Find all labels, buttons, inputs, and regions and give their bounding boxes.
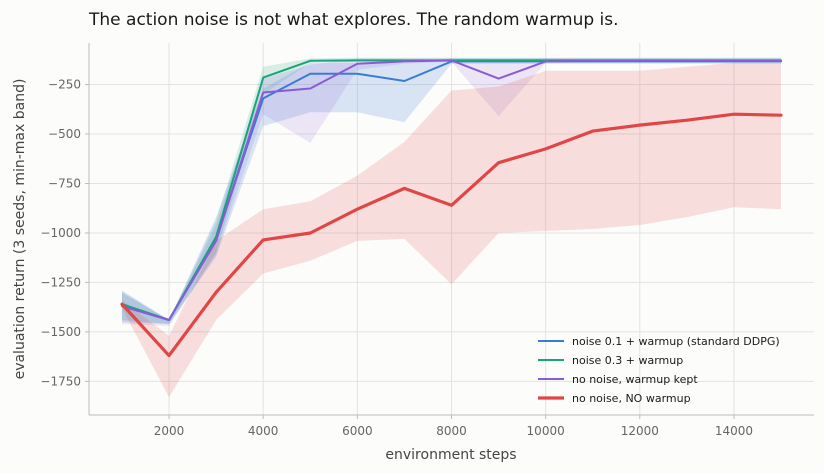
y-tick-label: −1000	[40, 226, 81, 240]
x-tick-label: 14000	[715, 424, 753, 438]
x-axis-label: environment steps	[385, 447, 516, 463]
tick-labels: 2000 4000 6000 8000 10000 12000 14000 −250 −500 −…	[40, 78, 753, 438]
line-series-3	[120, 112, 783, 358]
grid	[89, 43, 814, 415]
legend-label: no noise, warmup kept	[572, 373, 698, 386]
y-tick-label: −1250	[40, 275, 81, 289]
y-tick-label: −500	[48, 127, 81, 141]
legend-label: noise 0.3 + warmup	[572, 354, 683, 367]
line-series-2	[121, 59, 782, 321]
bands	[122, 57, 781, 398]
band-series-3	[122, 62, 781, 398]
series-lines	[120, 59, 783, 358]
y-tick-label: −1500	[40, 325, 81, 339]
y-tick-label: −250	[48, 78, 81, 92]
x-tick-label: 4000	[248, 424, 279, 438]
x-tick-label: 2000	[154, 424, 185, 438]
band-series-2	[122, 58, 781, 327]
x-tick-label: 12000	[621, 424, 659, 438]
legend-label: no noise, NO warmup	[572, 392, 691, 405]
y-tick-label: −1750	[40, 374, 81, 388]
legend: noise 0.1 + warmup (standard DDPG) noise …	[538, 335, 780, 405]
chart-title: The action noise is not what explores. T…	[88, 10, 619, 30]
x-tick-label: 6000	[342, 424, 373, 438]
y-axis-label: evaluation return (3 seeds, min-max band…	[12, 79, 28, 380]
y-tick-label: −750	[48, 176, 81, 190]
x-tick-label: 8000	[436, 424, 467, 438]
legend-label: noise 0.1 + warmup (standard DDPG)	[572, 335, 780, 348]
x-tick-label: 10000	[527, 424, 565, 438]
